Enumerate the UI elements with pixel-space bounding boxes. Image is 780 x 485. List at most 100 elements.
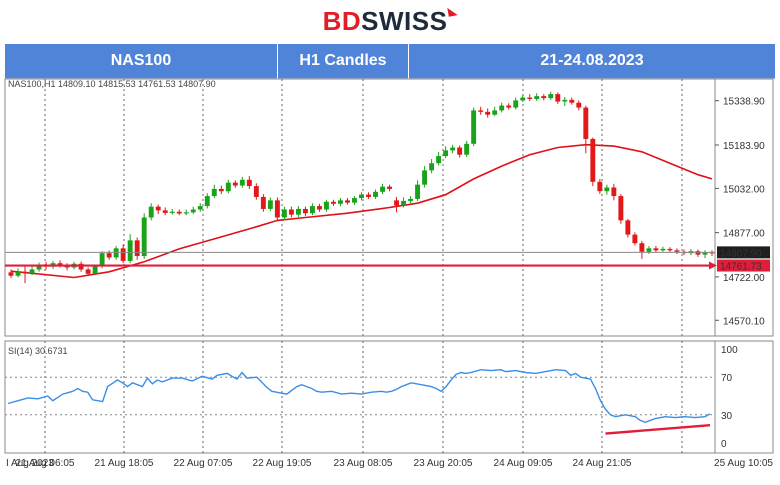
time-tick-label: 25 Aug 10:05	[714, 458, 773, 469]
rsi-tick-label: 30	[721, 411, 733, 422]
candle-body	[57, 263, 63, 266]
candle-body	[541, 96, 547, 99]
chart-banner: NAS100 H1 Candles 21-24.08.2023	[5, 44, 775, 79]
moving-average-line	[10, 143, 713, 279]
candle-body	[113, 248, 119, 258]
candle-body	[253, 186, 259, 197]
banner-dates: 21-24.08.2023	[409, 44, 775, 79]
candle-body	[295, 208, 301, 215]
candle-body	[239, 179, 245, 186]
candle-body	[415, 184, 421, 199]
candle-body	[260, 196, 266, 209]
banner-timeframe: H1 Candles	[278, 44, 409, 79]
rsi-panel-border	[4, 340, 774, 454]
candle-body	[232, 182, 238, 186]
candle-body	[695, 251, 701, 255]
candle-body	[625, 220, 631, 235]
candle-body	[478, 110, 484, 112]
candle-body	[520, 97, 526, 101]
candle-body	[394, 200, 400, 206]
current-price-tag	[717, 246, 770, 259]
candle-body	[443, 150, 449, 157]
support-price-tag	[717, 259, 770, 272]
candle-body	[309, 206, 315, 214]
support-price-label: 14761.73	[720, 262, 762, 273]
time-tick-label: 22 Aug 19:05	[253, 458, 312, 469]
candle-body	[204, 196, 210, 207]
candle-body	[8, 272, 14, 276]
candle-body	[29, 269, 35, 274]
price-tick-label: 15183.90	[723, 141, 765, 152]
candle-body	[674, 250, 680, 252]
candle-body	[197, 206, 203, 210]
candle-body	[492, 110, 498, 115]
candle-body	[190, 209, 196, 213]
time-tick-label: 21 Aug 18:05	[95, 458, 154, 469]
candle-body	[485, 111, 491, 115]
candle-body	[85, 269, 91, 274]
price-tick-label: 15032.00	[723, 184, 765, 195]
time-tick-label: 24 Aug 09:05	[494, 458, 553, 469]
candle-body	[176, 211, 182, 214]
candle-body	[513, 100, 519, 108]
candle-body	[155, 206, 161, 211]
candle-body	[562, 99, 568, 102]
candle-body	[127, 240, 133, 261]
candle-body	[583, 107, 589, 139]
price-tick-label: 14570.10	[723, 316, 765, 327]
rsi-label: SI(14) 30.6731	[8, 346, 68, 356]
candle-body	[302, 208, 308, 214]
candle-body	[267, 200, 273, 209]
candle-body	[92, 266, 98, 274]
candle-body	[457, 147, 463, 155]
rsi-tick-label: 70	[721, 373, 733, 384]
candle-body	[667, 248, 673, 251]
time-tick-label: I Aug 2023	[6, 458, 54, 469]
price-tick-label: 14877.00	[723, 229, 765, 240]
rsi-tick-label: 100	[721, 345, 738, 356]
candle-body	[211, 188, 217, 197]
candle-body	[639, 243, 645, 252]
candle-body	[422, 170, 428, 185]
brand-logo-text: BDSWISS	[323, 6, 448, 37]
rsi-panel: 100 70 30 0	[5, 345, 738, 450]
candle-body	[36, 264, 42, 270]
candle-body	[373, 191, 378, 197]
candle-body	[632, 234, 638, 244]
candle-body	[618, 196, 624, 221]
candle-body	[288, 209, 294, 215]
candle-body	[246, 179, 252, 187]
candle-body	[471, 110, 477, 144]
candle-body	[331, 201, 336, 204]
current-price-label: 14807.90	[720, 248, 762, 259]
ma-line	[10, 143, 713, 279]
rsi-line	[7, 368, 711, 424]
candle-body	[148, 206, 154, 218]
candle-body	[702, 252, 708, 255]
candle-body	[338, 200, 343, 204]
candle-body	[366, 194, 371, 197]
price-panel-border	[4, 78, 774, 337]
support-arrow-icon	[709, 261, 717, 270]
time-tick-label: 23 Aug 08:05	[334, 458, 393, 469]
candle-body	[15, 271, 21, 276]
candle-body	[499, 105, 505, 111]
candle-body	[660, 248, 666, 251]
candle-body	[120, 248, 126, 261]
candle-body	[218, 188, 224, 192]
candle-body	[141, 217, 147, 257]
candle-body	[106, 253, 112, 258]
candle-body	[387, 186, 392, 189]
banner-symbol: NAS100	[5, 44, 278, 79]
rsi-tick-label: 0	[721, 439, 727, 450]
candle-body	[162, 210, 168, 213]
price-tick-label: 14722.00	[723, 273, 765, 284]
time-tick-label: 22 Aug 07:05	[174, 458, 233, 469]
candle-body	[359, 194, 364, 199]
candle-body	[555, 94, 561, 102]
candle-body	[345, 200, 350, 203]
candle-body	[527, 97, 533, 99]
brand-bd: BD	[322, 5, 362, 36]
candle-body	[506, 105, 512, 108]
